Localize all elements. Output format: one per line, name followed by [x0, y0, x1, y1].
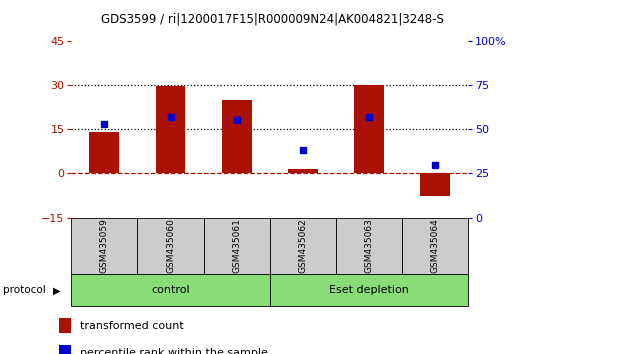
Text: ▶: ▶: [53, 285, 61, 295]
Bar: [336, 218, 402, 274]
Text: control: control: [151, 285, 190, 295]
Text: GDS3599 / ri|1200017F15|R000009N24|AK004821|3248-S: GDS3599 / ri|1200017F15|R000009N24|AK004…: [101, 12, 445, 25]
Bar: [89, 132, 119, 173]
Bar: [354, 85, 384, 173]
Text: GSM435064: GSM435064: [430, 219, 440, 273]
Bar: [222, 100, 252, 173]
Bar: [270, 274, 468, 306]
Bar: [270, 218, 336, 274]
Text: GSM435062: GSM435062: [298, 219, 308, 273]
Bar: [402, 218, 468, 274]
Bar: [71, 218, 138, 274]
Text: GSM435063: GSM435063: [365, 218, 373, 274]
Text: Eset depletion: Eset depletion: [329, 285, 409, 295]
Text: percentile rank within the sample: percentile rank within the sample: [80, 348, 268, 354]
Bar: [288, 169, 317, 173]
Bar: [71, 274, 270, 306]
Text: transformed count: transformed count: [80, 320, 184, 331]
Bar: [59, 318, 71, 333]
Bar: [420, 173, 450, 195]
Bar: [203, 218, 270, 274]
Text: GSM435061: GSM435061: [232, 218, 241, 274]
Text: GSM435060: GSM435060: [166, 218, 175, 274]
Bar: [59, 345, 71, 354]
Bar: [138, 218, 203, 274]
Text: protocol: protocol: [3, 285, 46, 295]
Text: GSM435059: GSM435059: [100, 218, 109, 274]
Bar: [156, 86, 185, 173]
